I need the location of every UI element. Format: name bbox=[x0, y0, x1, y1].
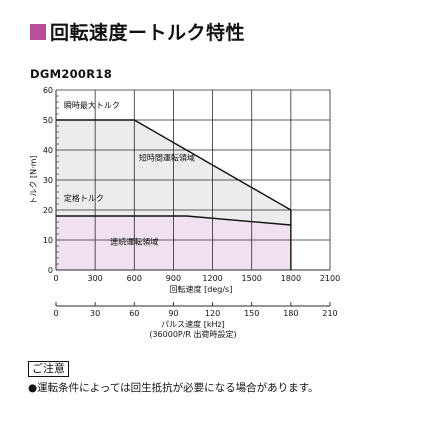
region-label-1: 短時間運転領域 bbox=[139, 153, 195, 163]
secondary-axis-label: パルス速度 [kHz] bbox=[161, 319, 225, 329]
x-tick-label: 1500 bbox=[242, 274, 262, 283]
series-line-1 bbox=[56, 215, 291, 226]
secondary-tick-label: 30 bbox=[90, 309, 100, 318]
annotation-0: 瞬時最大トルク bbox=[64, 100, 120, 110]
y-tick-label: 40 bbox=[43, 146, 53, 155]
notice-text: ●運転条件によっては回生抵抗が必要になる場合があります。 bbox=[28, 382, 319, 394]
x-tick-label: 1200 bbox=[202, 274, 222, 283]
model-name: DGM200R18 bbox=[30, 67, 112, 81]
y-tick-label: 30 bbox=[43, 176, 53, 185]
series-line-0 bbox=[56, 119, 292, 211]
secondary-tick-label: 180 bbox=[283, 309, 298, 318]
x-tick-label: 900 bbox=[166, 274, 181, 283]
y-tick-label: 60 bbox=[43, 86, 53, 95]
x-tick-label: 2100 bbox=[320, 274, 340, 283]
secondary-tick-label: 120 bbox=[205, 309, 220, 318]
x-tick-label: 1800 bbox=[281, 274, 301, 283]
secondary-tick-label: 210 bbox=[322, 309, 337, 318]
chart-title: 回転速度ートルク特性 bbox=[30, 18, 245, 45]
y-tick-label: 20 bbox=[43, 206, 53, 215]
annotation-1: 定格トルク bbox=[64, 193, 104, 203]
chart-title-text: 回転速度ートルク特性 bbox=[50, 22, 246, 44]
secondary-tick-label: 90 bbox=[168, 309, 178, 318]
secondary-tick-label: 150 bbox=[244, 309, 259, 318]
x-tick-label: 0 bbox=[53, 274, 58, 283]
y-tick-label: 50 bbox=[43, 116, 53, 125]
y-tick-label: 10 bbox=[43, 236, 53, 245]
secondary-axis-note: (36000P/R 出荷時設定) bbox=[149, 329, 236, 339]
y-axis-label: トルク [N·m] bbox=[29, 155, 38, 204]
x-tick-label: 300 bbox=[88, 274, 103, 283]
notice-heading: ご注意 bbox=[28, 361, 69, 377]
title-square-icon bbox=[30, 23, 46, 40]
x-tick-label: 600 bbox=[127, 274, 142, 283]
x-axis-label: 回転速度 [deg/s] bbox=[170, 284, 233, 294]
region-label-0: 連続運転領域 bbox=[110, 237, 158, 247]
chart-series bbox=[56, 119, 292, 270]
secondary-tick-label: 0 bbox=[53, 309, 58, 318]
secondary-tick-label: 60 bbox=[129, 309, 139, 318]
y-tick-label: 0 bbox=[48, 266, 53, 275]
